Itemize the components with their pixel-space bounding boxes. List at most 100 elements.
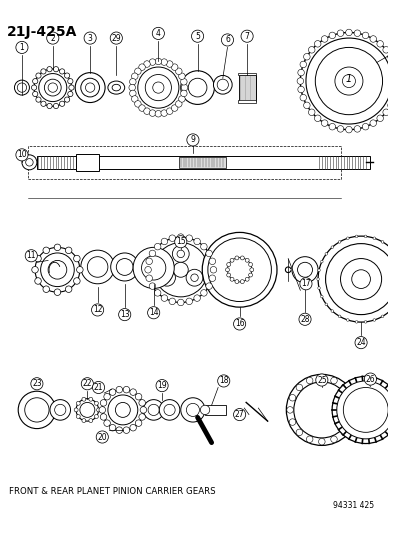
Circle shape xyxy=(324,303,327,306)
Text: 9: 9 xyxy=(190,135,195,144)
Circle shape xyxy=(398,260,401,263)
Circle shape xyxy=(249,268,253,272)
Circle shape xyxy=(39,74,66,102)
Circle shape xyxy=(233,318,245,330)
Circle shape xyxy=(293,382,349,438)
Circle shape xyxy=(50,400,70,420)
Circle shape xyxy=(94,401,98,405)
Circle shape xyxy=(18,391,55,429)
Circle shape xyxy=(346,319,348,321)
Circle shape xyxy=(330,246,333,248)
Circle shape xyxy=(138,64,145,70)
Circle shape xyxy=(306,436,312,442)
Circle shape xyxy=(369,120,375,126)
Circle shape xyxy=(226,263,230,266)
Circle shape xyxy=(299,278,311,290)
Circle shape xyxy=(99,407,105,413)
Circle shape xyxy=(135,393,142,400)
Circle shape xyxy=(200,289,206,296)
Circle shape xyxy=(82,397,85,401)
Text: 14: 14 xyxy=(149,308,158,317)
Circle shape xyxy=(116,259,133,276)
Bar xyxy=(237,72,256,76)
Circle shape xyxy=(173,262,188,277)
Circle shape xyxy=(47,32,59,44)
Circle shape xyxy=(401,269,404,271)
Circle shape xyxy=(244,259,249,262)
Circle shape xyxy=(109,389,116,395)
Text: 29: 29 xyxy=(111,34,121,43)
Circle shape xyxy=(36,97,41,102)
Circle shape xyxy=(318,439,324,445)
Circle shape xyxy=(354,235,357,238)
Circle shape xyxy=(200,244,206,250)
Circle shape xyxy=(347,419,354,425)
Circle shape xyxy=(387,246,390,248)
Circle shape xyxy=(185,235,192,241)
Circle shape xyxy=(65,286,72,293)
Circle shape xyxy=(76,399,98,421)
Circle shape xyxy=(171,105,178,111)
Bar xyxy=(238,75,255,101)
Circle shape xyxy=(286,374,356,446)
Circle shape xyxy=(96,431,108,443)
Circle shape xyxy=(244,277,249,281)
Circle shape xyxy=(138,400,145,406)
Circle shape xyxy=(104,420,110,426)
Circle shape xyxy=(235,256,238,260)
Bar xyxy=(204,405,225,415)
Circle shape xyxy=(306,377,312,384)
Circle shape xyxy=(82,418,85,423)
Circle shape xyxy=(108,395,138,425)
Text: 17: 17 xyxy=(300,279,310,288)
Circle shape xyxy=(54,289,61,295)
Circle shape xyxy=(153,243,207,297)
Text: 13: 13 xyxy=(120,310,129,319)
Circle shape xyxy=(166,108,173,115)
Circle shape xyxy=(75,72,105,102)
Circle shape xyxy=(64,73,69,78)
Circle shape xyxy=(390,94,397,101)
Circle shape xyxy=(361,124,368,130)
Circle shape xyxy=(289,419,295,425)
Circle shape xyxy=(295,429,302,435)
Text: 19: 19 xyxy=(157,381,166,390)
Circle shape xyxy=(132,61,184,114)
Circle shape xyxy=(53,67,59,72)
Circle shape xyxy=(138,105,145,111)
Ellipse shape xyxy=(112,84,120,91)
Circle shape xyxy=(320,36,327,42)
Text: 26: 26 xyxy=(365,375,374,384)
Circle shape xyxy=(163,274,170,281)
Circle shape xyxy=(217,375,229,387)
Bar xyxy=(178,157,225,168)
Circle shape xyxy=(363,320,366,323)
Circle shape xyxy=(100,400,107,406)
Circle shape xyxy=(193,238,200,245)
Circle shape xyxy=(402,278,404,280)
Circle shape xyxy=(345,29,351,36)
Circle shape xyxy=(25,398,49,422)
Circle shape xyxy=(180,78,187,85)
Text: 16: 16 xyxy=(234,319,244,328)
Circle shape xyxy=(135,420,142,426)
Circle shape xyxy=(80,402,95,417)
Circle shape xyxy=(116,386,122,393)
Text: 12: 12 xyxy=(93,305,102,314)
Circle shape xyxy=(84,32,96,44)
Circle shape xyxy=(315,47,382,115)
Circle shape xyxy=(353,30,360,36)
Circle shape xyxy=(382,109,389,116)
Circle shape xyxy=(320,260,322,263)
Circle shape xyxy=(177,234,184,240)
Circle shape xyxy=(345,126,351,133)
Circle shape xyxy=(130,389,136,395)
Circle shape xyxy=(115,402,130,417)
Circle shape xyxy=(227,257,251,282)
Text: 3: 3 xyxy=(88,34,93,43)
Circle shape xyxy=(47,67,52,72)
Circle shape xyxy=(240,30,253,42)
Circle shape xyxy=(169,235,175,241)
Circle shape xyxy=(351,270,370,288)
Circle shape xyxy=(202,232,276,307)
